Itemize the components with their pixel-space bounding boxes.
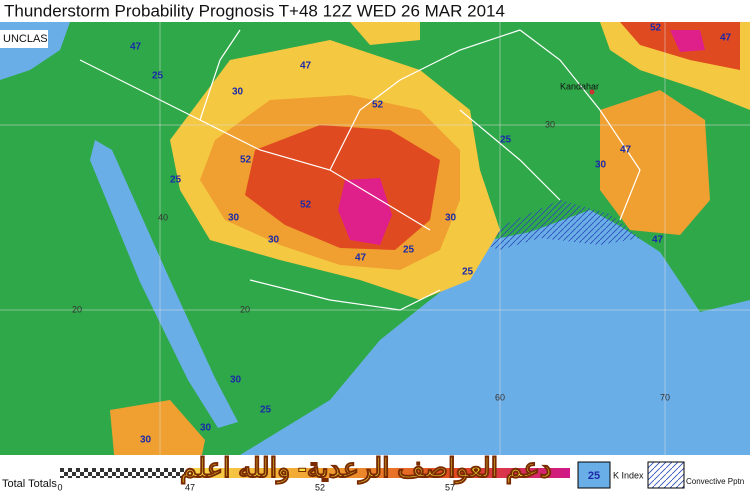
watermark: دعم العواصف الرعدية- والله اعلم (180, 453, 552, 485)
prob-high (245, 125, 440, 250)
prob-max (338, 178, 392, 245)
grid-label: 30 (545, 119, 555, 129)
contour-label: 25 (403, 245, 415, 256)
contour-label: 30 (230, 375, 242, 386)
hatch (470, 200, 640, 250)
prob-mid (600, 90, 710, 235)
contour-label: 25 (500, 135, 512, 146)
contour-label: 25 (260, 405, 272, 416)
scale-tick: 47 (185, 482, 195, 492)
title: Thunderstorm Probability Prognosis T+48 … (4, 1, 505, 20)
header (0, 0, 750, 22)
contour-label: 30 (232, 87, 244, 98)
grid-label: 60 (495, 392, 505, 402)
contour-label: 47 (720, 33, 732, 44)
contour-label: 52 (300, 200, 312, 211)
contour-label: 30 (228, 213, 240, 224)
contour-label: 30 (140, 435, 152, 446)
kindex-label: K Index (613, 470, 644, 480)
city-marker (589, 89, 595, 95)
contour-label: 30 (268, 235, 280, 246)
contour-label: 25 (152, 71, 164, 82)
conv-label: Convective Pptn (686, 477, 744, 486)
contour-label: 47 (300, 61, 312, 72)
contour-label: 30 (200, 423, 212, 434)
kindex-box (577, 461, 611, 489)
scale-title: Total Totals (2, 478, 57, 490)
contour-label: 30 (445, 213, 457, 224)
contour-label: 47 (620, 145, 632, 156)
prob-max (670, 30, 705, 52)
contour-label: 25 (170, 175, 182, 186)
classification: UNCLAS (3, 33, 48, 45)
contour-label: 25 (462, 267, 474, 278)
prob-low (350, 22, 420, 45)
scale-chk (60, 468, 190, 478)
scale-tick: 0 (57, 482, 62, 492)
borders (79, 29, 641, 311)
grid-label: 20 (72, 304, 82, 314)
kindex-value: 25 (588, 470, 600, 482)
grid-label: 20 (240, 304, 250, 314)
prob-mid (110, 400, 205, 465)
contour-label: 47 (652, 235, 664, 246)
conv-box (647, 461, 685, 489)
scale-bar (190, 468, 570, 478)
contour-label: 52 (650, 23, 662, 34)
class-box (0, 30, 48, 48)
contour-label: 52 (240, 155, 252, 166)
sea (90, 140, 238, 428)
scale-tick: 57 (445, 482, 455, 492)
scale-tick: 52 (315, 482, 325, 492)
grid-label: 40 (158, 212, 168, 222)
grid-label: 70 (660, 392, 670, 402)
sea (240, 210, 750, 455)
contour-label: 52 (372, 100, 384, 111)
graticule (0, 22, 750, 455)
contour-label: 47 (130, 42, 142, 53)
contour-label: 30 (595, 160, 607, 171)
contour-label: 47 (355, 253, 367, 264)
place: Kandahar (560, 81, 599, 91)
